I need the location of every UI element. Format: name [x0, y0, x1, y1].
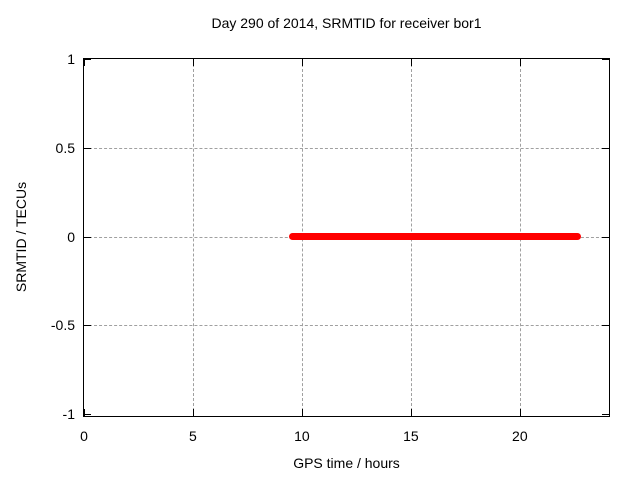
x-tick-label: 5 [189, 428, 197, 444]
x-tick-mark-top [410, 59, 412, 66]
x-tick-label: 20 [512, 428, 528, 444]
y-gridline [84, 147, 609, 149]
x-tick-mark-bottom [519, 409, 521, 416]
y-tick-mark-right [602, 59, 609, 60]
y-tick-label: 0 [67, 228, 75, 245]
x-tick-mark-top [84, 59, 85, 66]
y-tick-mark-left [84, 147, 91, 149]
y-tick-mark-left [84, 59, 91, 60]
y-tick-mark-right [602, 236, 609, 238]
y-tick-mark-right [602, 147, 609, 149]
y-tick-label: 0.5 [55, 139, 75, 156]
y-tick-label: 1 [67, 51, 75, 67]
y-tick-mark-right [602, 325, 609, 327]
x-tick-mark-top [192, 59, 194, 66]
x-tick-label: 15 [403, 428, 419, 444]
y-gridline [84, 325, 609, 327]
x-axis-label: GPS time / hours [293, 455, 400, 471]
plot-area [83, 58, 610, 417]
x-tick-mark-bottom [301, 409, 303, 416]
chart-title: Day 290 of 2014, SRMTID for receiver bor… [211, 15, 482, 31]
x-gridline [192, 59, 194, 416]
y-tick-mark-right [602, 414, 609, 415]
x-tick-mark-bottom [192, 409, 194, 416]
x-tick-mark-bottom [410, 409, 412, 416]
x-tick-label: 0 [80, 428, 88, 444]
y-tick-label: -0.5 [50, 317, 75, 334]
data-series-line [288, 233, 581, 240]
x-tick-mark-top [519, 59, 521, 66]
y-tick-mark-left [84, 236, 91, 238]
y-tick-mark-left [84, 325, 91, 327]
y-tick-label: -1 [62, 406, 75, 422]
x-tick-label: 10 [294, 428, 310, 444]
x-tick-mark-top [301, 59, 303, 66]
y-tick-mark-left [84, 414, 91, 415]
x-tick-mark-bottom [84, 409, 85, 416]
